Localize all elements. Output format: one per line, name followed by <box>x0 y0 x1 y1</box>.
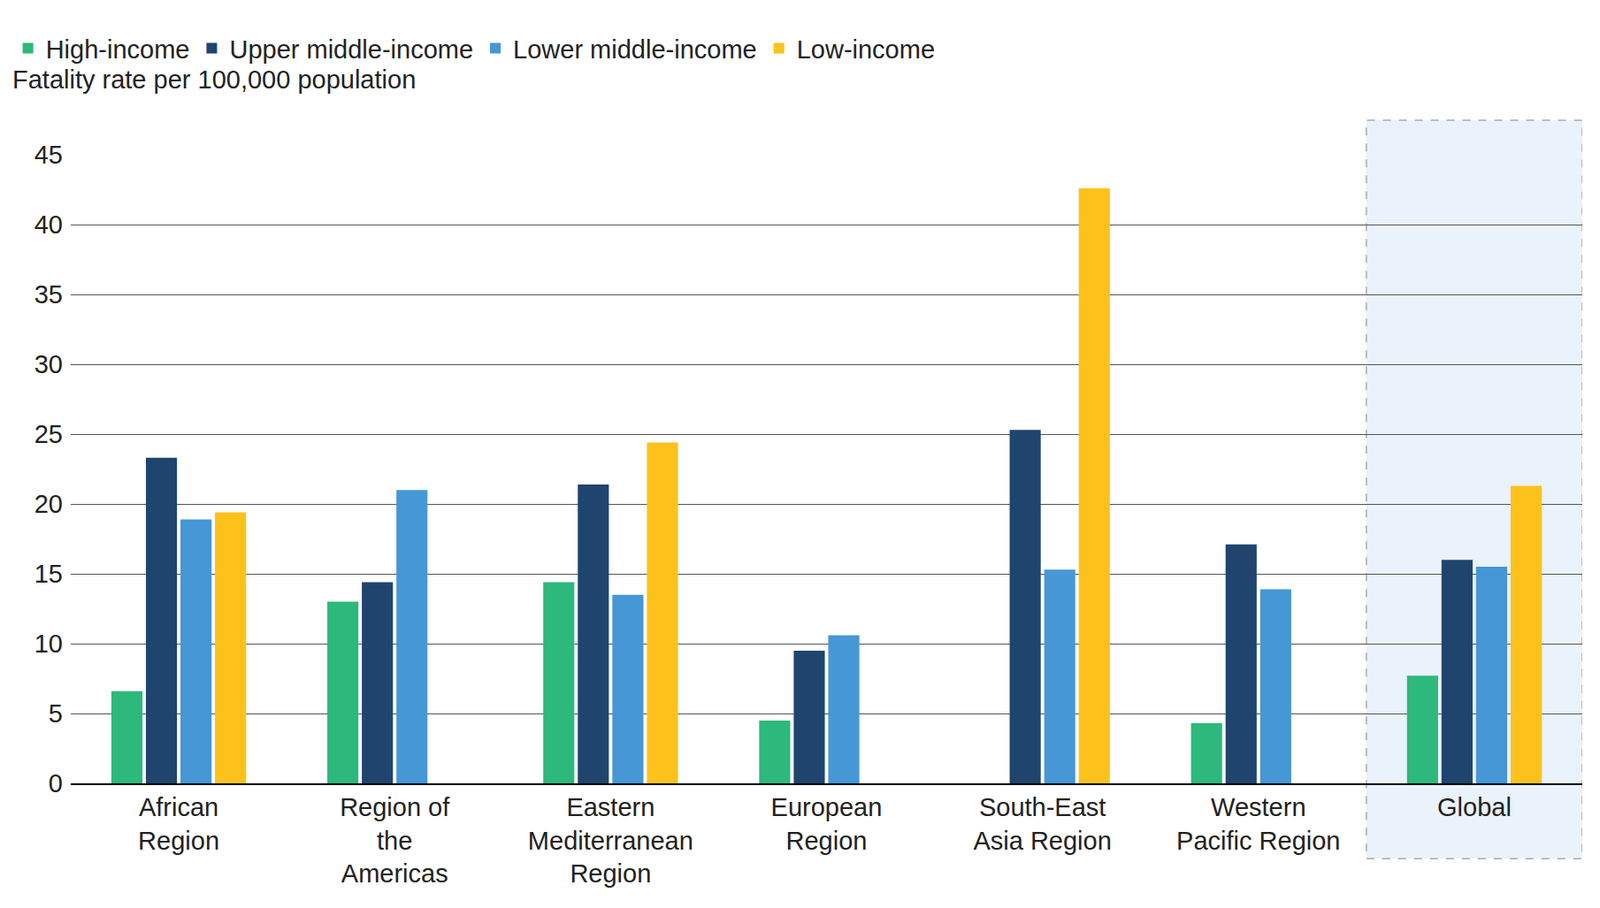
svg-text:South-EastAsia Region: South-EastAsia Region <box>972 793 1111 856</box>
svg-text:AfricanRegion: AfricanRegion <box>137 793 220 856</box>
svg-text:5: 5 <box>48 699 63 728</box>
svg-text:10: 10 <box>34 629 63 659</box>
svg-text:0: 0 <box>48 769 63 798</box>
svg-text:Upper middle-income: Upper middle-income <box>229 35 474 64</box>
svg-text:Low-income: Low-income <box>796 35 935 64</box>
svg-text:20: 20 <box>34 489 63 519</box>
svg-text:15: 15 <box>34 559 63 589</box>
svg-text:Global: Global <box>1437 793 1512 822</box>
svg-text:45: 45 <box>34 140 63 169</box>
svg-text:35: 35 <box>34 280 63 309</box>
svg-text:Lower middle-income: Lower middle-income <box>512 35 758 64</box>
svg-text:EasternMediterraneanRegion: EasternMediterraneanRegion <box>528 793 694 889</box>
svg-text:WesternPacific Region: WesternPacific Region <box>1176 793 1340 856</box>
svg-text:40: 40 <box>34 210 63 239</box>
svg-text:High-income: High-income <box>45 35 191 64</box>
svg-text:25: 25 <box>34 420 63 449</box>
svg-text:Fatality rate per 100,000 popu: Fatality rate per 100,000 population <box>12 65 416 94</box>
svg-text:Region oftheAmericas: Region oftheAmericas <box>339 793 451 889</box>
svg-text:EuropeanRegion: EuropeanRegion <box>771 793 883 856</box>
svg-text:30: 30 <box>34 350 63 379</box>
